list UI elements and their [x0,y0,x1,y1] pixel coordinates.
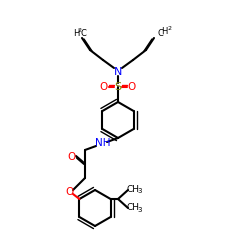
Text: CH: CH [126,184,140,194]
Text: H: H [73,28,79,38]
Text: 2: 2 [78,28,82,34]
Text: O: O [100,82,108,92]
Text: NH: NH [95,138,111,148]
Text: O: O [65,187,73,197]
Text: C: C [80,28,86,38]
Text: O: O [67,152,75,162]
Text: 3: 3 [138,188,142,194]
Text: S: S [114,82,121,92]
Text: 2: 2 [167,26,171,32]
Text: CH: CH [126,204,140,212]
Text: H: H [161,26,167,36]
Text: N: N [114,67,122,77]
Text: 3: 3 [138,207,142,213]
Text: C: C [157,28,163,38]
Text: O: O [128,82,136,92]
